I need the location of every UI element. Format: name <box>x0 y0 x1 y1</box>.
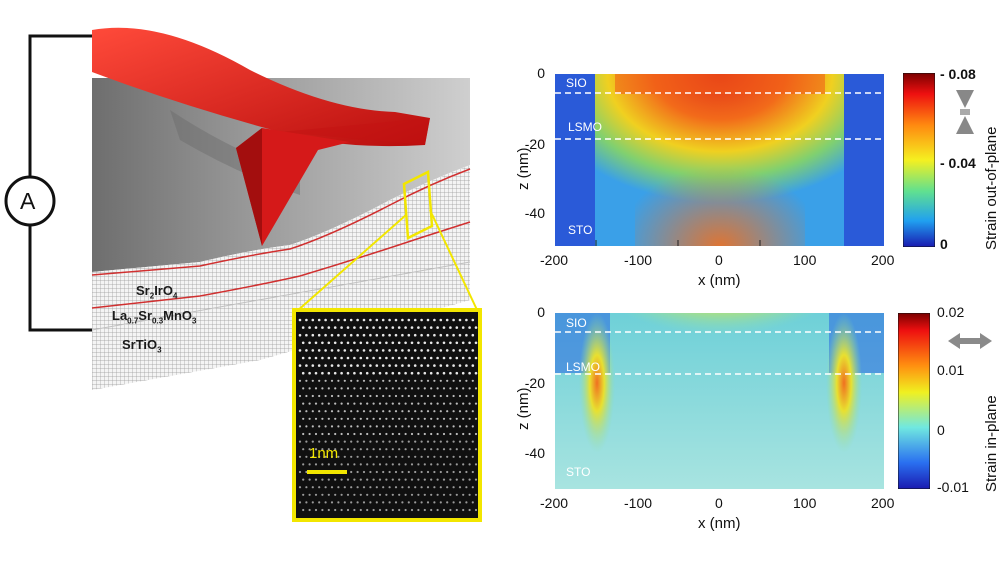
layer-label-sio: Sr2IrO4 <box>136 283 178 301</box>
bottom-cbar-tick-0: 0.02 <box>937 304 965 320</box>
layer-label-lsmo: La0.7Sr0.3MnO3 <box>112 308 197 326</box>
top-cbar-tick-0: - 0.08 <box>940 66 976 82</box>
in-plane-arrows-icon <box>948 333 992 349</box>
top-x-tick-0: -200 <box>540 252 569 268</box>
bottom-x-tick-2: 0 <box>715 495 723 511</box>
bottom-layer-sio: SIO <box>566 316 587 330</box>
scale-bar-label: 1nm <box>309 445 339 462</box>
afm-tip <box>236 128 350 246</box>
top-layer-sio: SIO <box>566 76 587 90</box>
top-x-tick-2: 0 <box>715 252 723 268</box>
stem-atom-lattice <box>298 318 478 512</box>
scale-bar <box>307 470 347 474</box>
bottom-x-tick-1: -100 <box>624 495 653 511</box>
bottom-colorbar-label: Strain in-plane <box>983 395 1000 492</box>
afm-schematic <box>4 27 482 522</box>
top-layer-sto: STO <box>568 223 593 237</box>
bottom-y-axis-label: z (nm) <box>515 387 532 431</box>
top-y-tick-2: -40 <box>524 205 545 221</box>
top-x-tick-3: 100 <box>793 252 817 268</box>
ammeter-icon <box>4 175 56 227</box>
top-colorbar-label: Strain out-of-plane <box>983 126 1000 250</box>
bottom-layer-sto: STO <box>566 465 591 479</box>
top-layer-lsmo: LSMO <box>568 120 603 134</box>
colorbar-in-plane <box>898 313 930 489</box>
layer-stack <box>92 165 470 390</box>
top-y-axis-label: z (nm) <box>515 147 532 191</box>
heatmap-in-plane <box>555 313 884 489</box>
top-cbar-tick-1: - 0.04 <box>940 155 976 171</box>
stem-inset <box>292 308 482 522</box>
layer-label-sto: SrTiO3 <box>122 337 162 355</box>
bottom-y-tick-0: 0 <box>537 304 545 320</box>
top-x-axis-label: x (nm) <box>698 272 741 289</box>
bottom-x-tick-0: -200 <box>540 495 569 511</box>
bottom-y-tick-1: -20 <box>524 375 545 391</box>
ammeter-label: A <box>20 188 36 214</box>
top-x-tick-1: -100 <box>624 252 653 268</box>
colorbar-out-of-plane <box>903 73 935 247</box>
bottom-cbar-tick-1: 0.01 <box>937 362 965 378</box>
zoom-region-box <box>402 170 434 240</box>
bottom-layer-lsmo: LSMO <box>566 360 601 374</box>
top-y-tick-1: -20 <box>524 136 545 152</box>
top-cbar-tick-2: 0 <box>940 236 948 252</box>
bottom-cbar-tick-3: -0.01 <box>937 479 969 495</box>
bottom-cbar-tick-2: 0 <box>937 422 945 438</box>
bottom-x-axis-label: x (nm) <box>698 515 741 532</box>
bottom-y-tick-2: -40 <box>524 445 545 461</box>
top-x-tick-4: 200 <box>871 252 895 268</box>
heatmap-out-of-plane <box>555 74 884 246</box>
bottom-x-tick-3: 100 <box>793 495 817 511</box>
compression-arrows-icon <box>956 90 974 134</box>
afm-cantilever <box>92 27 430 147</box>
top-y-tick-0: 0 <box>537 65 545 81</box>
bottom-x-tick-4: 200 <box>871 495 895 511</box>
